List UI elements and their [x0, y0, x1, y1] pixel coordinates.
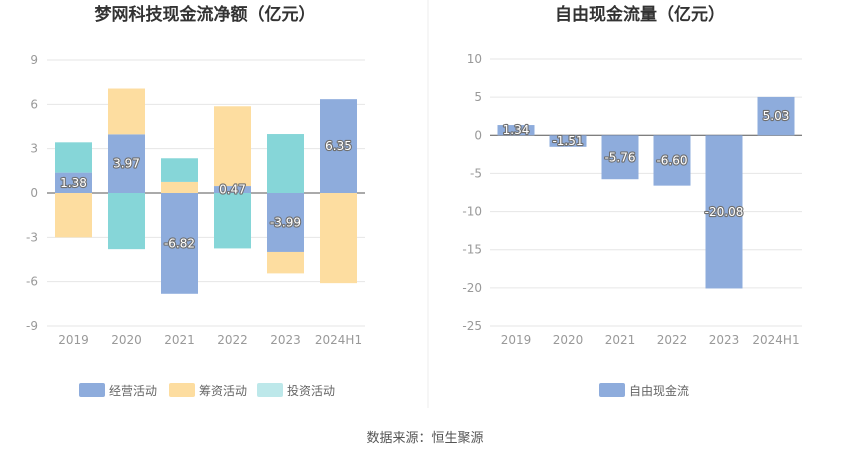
x-tick-label: 2020: [553, 333, 584, 347]
y-tick-label: -9: [26, 319, 38, 333]
y-tick-label: -10: [462, 205, 482, 219]
y-tick-label: -20: [462, 281, 482, 295]
x-tick-label: 2024H1: [752, 333, 799, 347]
legend-label: 经营活动: [109, 384, 157, 398]
x-tick-label: 2019: [501, 333, 532, 347]
x-tick-label: 2019: [58, 333, 89, 347]
bar: [108, 134, 145, 193]
data-label: 1.34: [503, 123, 530, 137]
y-tick-label: -6: [26, 275, 38, 289]
y-tick-label: -3: [26, 230, 38, 244]
data-label: -5.76: [604, 150, 635, 164]
y-tick-label: 9: [30, 53, 38, 67]
data-label: 5.03: [763, 109, 790, 123]
data-label: -6.60: [656, 153, 687, 167]
legend-item: 自由现金流: [599, 383, 689, 398]
data-label: -1.51: [552, 134, 583, 148]
legend-swatch: [169, 383, 195, 397]
y-tick-label: 6: [30, 97, 38, 111]
bar: [757, 96, 795, 136]
legend-item: 经营活动: [79, 383, 157, 398]
legend-label: 筹资活动: [199, 384, 247, 398]
bar: [601, 135, 639, 180]
legend-swatch: [79, 383, 105, 397]
bar: [161, 181, 198, 193]
data-label: 6.35: [325, 139, 352, 153]
chart-title: 自由现金流量（亿元）: [555, 4, 725, 25]
bar: [705, 135, 743, 289]
x-tick-label: 2022: [217, 333, 248, 347]
legend-item: 筹资活动: [169, 383, 247, 398]
bar: [320, 193, 357, 284]
data-label: 1.38: [60, 176, 87, 190]
bar: [214, 186, 251, 193]
bar: [108, 88, 145, 135]
bar: [267, 251, 304, 274]
bar: [55, 193, 92, 238]
bar: [267, 193, 304, 252]
bar: [55, 142, 92, 173]
y-tick-label: 5: [474, 90, 482, 104]
free-cashflow-chart: 自由现金流量（亿元） 10 5 0 -5 -10 -15 -20 -25 1.34 -1.51 -5.…: [462, 4, 802, 398]
y-tick-label: 10: [467, 52, 482, 66]
y-tick-label: -5: [470, 166, 482, 180]
legend-swatch: [257, 383, 283, 397]
y-tick-label: 3: [30, 142, 38, 156]
x-tick-label: 2021: [164, 333, 195, 347]
legend-swatch: [599, 383, 625, 397]
data-label: -3.99: [270, 215, 301, 229]
bar: [497, 125, 535, 136]
bar: [161, 193, 198, 294]
y-tick-label: 0: [474, 128, 482, 142]
x-tick-label: 2023: [709, 333, 740, 347]
legend-item: 投资活动: [257, 383, 335, 398]
bar: [320, 99, 357, 193]
legend-label: 自由现金流: [629, 383, 689, 398]
bar: [161, 158, 198, 182]
legend-label: 投资活动: [287, 383, 335, 398]
x-tick-label: 2020: [111, 333, 142, 347]
x-tick-label: 2022: [657, 333, 688, 347]
bar: [214, 106, 251, 187]
x-tick-label: 2021: [605, 333, 636, 347]
y-tick-label: 0: [30, 186, 38, 200]
y-tick-label: -25: [462, 319, 482, 333]
bar: [267, 134, 304, 193]
chart-title: 梦网科技现金流净额（亿元）: [95, 4, 316, 25]
x-tick-label: 2023: [270, 333, 301, 347]
bar: [214, 193, 251, 249]
source-note: 数据来源：恒生聚源: [366, 431, 483, 446]
data-label: 0.47: [219, 183, 246, 197]
y-tick-label: -15: [462, 243, 482, 257]
data-label: 3.97: [113, 157, 140, 171]
bar: [108, 193, 145, 250]
data-label: -6.82: [164, 236, 195, 250]
x-tick-label: 2024H1: [315, 333, 362, 347]
bar: [549, 135, 587, 147]
bar: [55, 172, 92, 193]
cashflow-chart: 梦网科技现金流净额（亿元） 9 6 3 0 -3 -6 -9 1.38 3.97 -6.82 0.47…: [26, 4, 365, 398]
bar: [653, 135, 691, 186]
data-label: -20.08: [705, 205, 744, 219]
